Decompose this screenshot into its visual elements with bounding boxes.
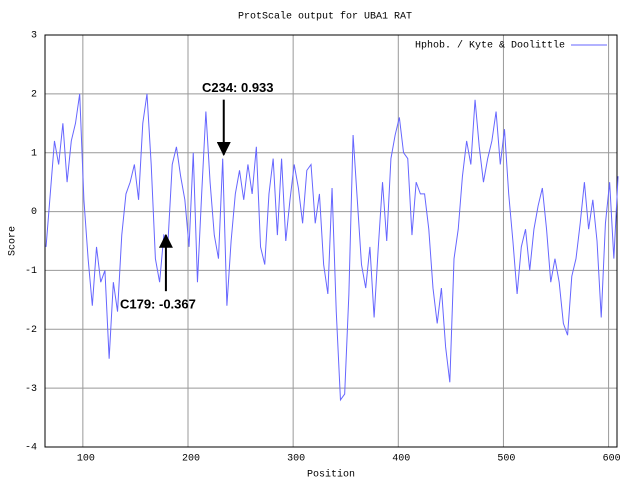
y-tick-label: 1	[31, 148, 37, 159]
annotation: C179: -0.367	[120, 297, 196, 312]
x-tick-label: 500	[497, 454, 515, 465]
y-axis-label: Score	[8, 226, 19, 256]
x-tick-label: 100	[77, 454, 95, 465]
y-tick-label: 2	[31, 89, 37, 100]
y-tick-label: -3	[25, 384, 37, 395]
y-tick-label: 0	[31, 207, 37, 218]
y-tick-label: 3	[31, 31, 37, 42]
x-tick-label: 200	[182, 454, 200, 465]
annotation: C234: 0.933	[202, 80, 274, 95]
x-tick-label: 300	[287, 454, 305, 465]
data-line	[45, 93, 619, 402]
x-axis-label: Position	[307, 469, 355, 481]
x-tick-label: 400	[392, 454, 410, 465]
y-tick-label: -2	[25, 325, 37, 336]
x-tick-label: 600	[603, 454, 621, 465]
chart-title: ProtScale output for UBA1 RAT	[238, 11, 412, 23]
y-tick-label: -4	[25, 443, 37, 454]
legend-label: Hphob. / Kyte & Doolittle	[415, 40, 565, 52]
plot-frame	[44, 34, 618, 448]
y-tick-label: -1	[25, 266, 37, 277]
